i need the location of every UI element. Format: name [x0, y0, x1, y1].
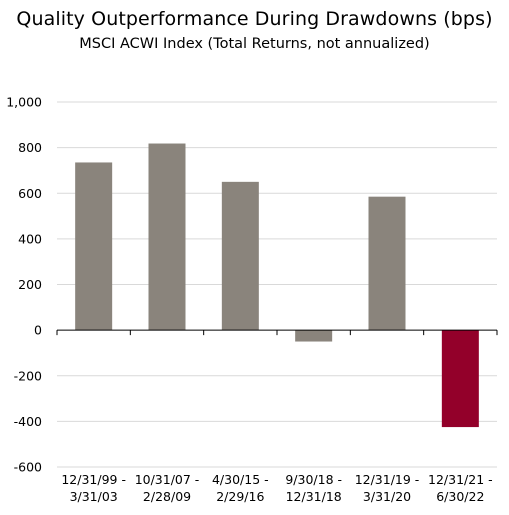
chart-title: Quality Outperformance During Drawdowns … — [16, 8, 493, 30]
y-axis-tick-labels: -600 -400 -200 0 200 400 600 800 1,000 — [6, 95, 42, 475]
x-category-label: 12/31/21 - — [428, 472, 493, 487]
bar — [148, 143, 186, 331]
gridlines — [57, 101, 497, 468]
bar — [221, 181, 259, 331]
y-tick-label: -400 — [14, 414, 42, 429]
y-tick-label: 1,000 — [6, 95, 42, 110]
y-tick-label: 800 — [18, 140, 42, 155]
x-category-label: 12/31/19 - — [355, 472, 420, 487]
x-category-label: 12/31/99 - — [61, 472, 126, 487]
x-category-label: 3/31/03 — [70, 489, 118, 504]
bar — [441, 330, 479, 428]
x-category-label: 6/30/22 — [436, 489, 484, 504]
y-tick-label: 0 — [34, 323, 42, 338]
x-category-label: 2/29/16 — [216, 489, 264, 504]
x-category-label: 3/31/20 — [363, 489, 411, 504]
x-axis-category-labels: 12/31/99 - 3/31/03 10/31/07 - 2/28/09 4/30/1… — [61, 472, 492, 504]
x-category-label: 12/31/18 — [286, 489, 342, 504]
x-category-label: 4/30/15 - — [212, 472, 269, 487]
bar — [368, 196, 406, 331]
zero-axis — [56, 329, 498, 336]
y-tick-label: 600 — [18, 186, 42, 201]
y-tick-label: -600 — [14, 460, 42, 475]
x-category-label: 9/30/18 - — [285, 472, 342, 487]
x-category-label: 2/28/09 — [143, 489, 191, 504]
x-category-label: 10/31/07 - — [135, 472, 200, 487]
y-tick-label: 200 — [18, 277, 42, 292]
y-tick-label: -200 — [14, 368, 42, 383]
y-tick-label: 400 — [18, 231, 42, 246]
bar — [295, 330, 333, 342]
chart-subtitle: MSCI ACWI Index (Total Returns, not annu… — [79, 36, 430, 52]
bars — [75, 143, 479, 428]
bar — [75, 162, 113, 331]
